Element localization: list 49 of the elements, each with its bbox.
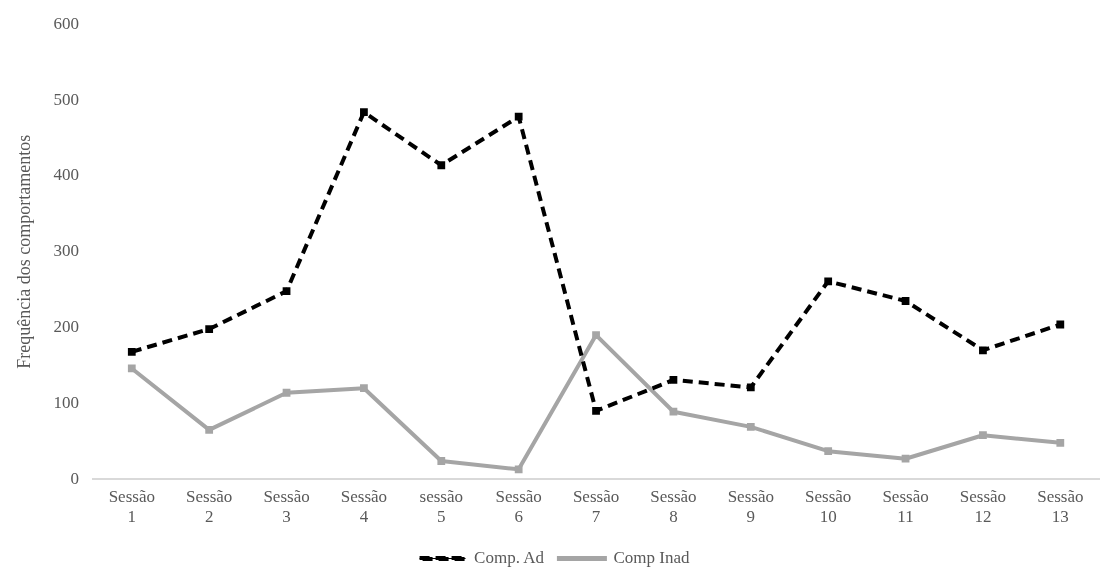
point [127, 364, 136, 373]
y-tick-label: 500 [53, 89, 80, 109]
point [824, 447, 833, 456]
x-tick-label: Sessão 2 [186, 486, 233, 527]
point [746, 422, 755, 431]
point [824, 277, 833, 286]
point [1056, 320, 1065, 329]
point [514, 112, 523, 121]
x-tick-label: Sessão 3 [263, 486, 310, 527]
point [979, 346, 987, 355]
x-tick-label: Sessão 6 [495, 486, 542, 527]
y-tick-label: 100 [53, 392, 80, 412]
x-tick-label: Sessão 1 [108, 486, 155, 527]
point [282, 388, 291, 397]
point [901, 454, 910, 463]
point [669, 407, 678, 416]
point [592, 331, 600, 340]
point [746, 383, 755, 392]
point [205, 426, 214, 434]
point [592, 407, 600, 415]
x-tick-label: Sessão 13 [1037, 486, 1084, 527]
point [360, 384, 368, 393]
y-tick-label: 600 [53, 13, 80, 33]
point [514, 465, 523, 474]
x-tick-label: Sessão 4 [340, 486, 388, 527]
x-tick-label: sessão 5 [419, 486, 464, 527]
point [437, 161, 446, 170]
x-tick-label: Sessão 11 [882, 486, 929, 527]
point [669, 375, 678, 384]
x-tick-label: Sessão 7 [572, 486, 620, 527]
legend-label: Comp Inad [613, 547, 690, 567]
point [979, 431, 987, 440]
point [437, 457, 446, 465]
y-tick-label: 300 [53, 241, 80, 261]
y-axis-title: Frequência dos comportamentos [13, 134, 34, 369]
point [127, 347, 136, 356]
legend-label: Comp. Ad [474, 547, 545, 567]
x-tick-label: Sessão 8 [650, 486, 697, 527]
point [360, 108, 368, 117]
y-tick-label: 400 [53, 165, 80, 185]
point [205, 325, 214, 333]
y-tick-label: 200 [53, 317, 80, 336]
x-tick-label: Sessão 9 [727, 486, 774, 527]
y-tick-label: 0 [70, 468, 80, 488]
point [282, 287, 291, 296]
x-tick-label: Sessão 10 [805, 486, 852, 527]
x-tick-label: Sessão 12 [959, 486, 1007, 527]
point [1056, 438, 1065, 447]
point [901, 297, 910, 305]
